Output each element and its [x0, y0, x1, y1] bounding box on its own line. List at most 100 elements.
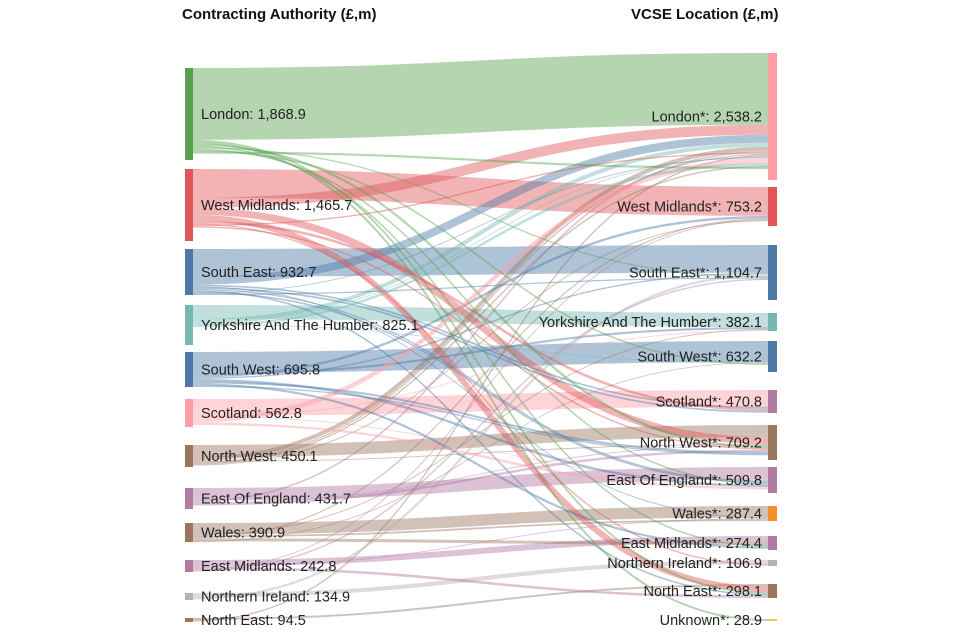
right-node-bar[interactable]: [768, 506, 777, 521]
flow-link: [192, 148, 769, 485]
flow-link: [192, 207, 769, 445]
flow-link: [192, 152, 769, 227]
left-node-bar[interactable]: [185, 305, 193, 345]
flow-link: [192, 220, 769, 466]
flow-link: [192, 159, 769, 420]
left-node-label: South West: 695.8: [201, 363, 320, 379]
left-node-bar[interactable]: [185, 249, 193, 295]
left-node-label: Scotland: 562.8: [201, 406, 302, 422]
right-node-bar[interactable]: [768, 467, 777, 493]
left-node-bar[interactable]: [185, 399, 193, 427]
right-node-bar[interactable]: [768, 584, 777, 598]
left-node-label: Northern Ireland: 134.9: [201, 590, 350, 606]
flow-link: [192, 139, 769, 594]
flow-link: [192, 519, 769, 538]
flow-link: [192, 425, 769, 458]
right-node-bar[interactable]: [768, 390, 777, 413]
flow-link: [192, 330, 769, 418]
flow-link: [192, 449, 769, 506]
right-node-label: Scotland*: 470.8: [656, 395, 762, 411]
flow-link: [192, 445, 769, 504]
flow-link: [192, 326, 769, 376]
right-node-label: East Of England*: 509.8: [606, 473, 762, 489]
flow-link: [192, 390, 769, 416]
flow-link: [192, 415, 769, 481]
flow-link: [192, 169, 769, 216]
right-node-label: Unknown*: 28.9: [660, 613, 762, 629]
flow-link: [192, 226, 769, 450]
flow-link: [192, 165, 769, 465]
flow-link: [192, 163, 769, 328]
flow-link: [192, 160, 769, 423]
flow-link: [192, 245, 769, 277]
left-node-bar[interactable]: [185, 593, 193, 600]
left-node-bar[interactable]: [185, 169, 193, 241]
flow-link: [192, 142, 769, 323]
right-node-bar[interactable]: [768, 619, 777, 621]
flow-link: [192, 383, 769, 549]
flow-link: [192, 147, 769, 278]
flow-link: [192, 141, 769, 621]
left-node-bar[interactable]: [185, 618, 193, 622]
flow-link: [192, 536, 769, 566]
right-node-label: South West*: 632.2: [637, 350, 762, 366]
flow-link: [192, 288, 769, 482]
right-node-bar[interactable]: [768, 313, 777, 331]
right-node-bar[interactable]: [768, 560, 777, 566]
flow-link: [192, 323, 769, 364]
right-node-label: West Midlands*: 753.2: [617, 200, 762, 216]
flow-link: [192, 151, 769, 170]
left-node-label: North West: 450.1: [201, 449, 318, 465]
right-node-label: North East*: 298.1: [644, 584, 763, 600]
flow-link: [192, 518, 769, 567]
flow-link: [192, 467, 769, 501]
flow-link: [192, 379, 769, 487]
right-axis-header: VCSE Location (£,m): [631, 6, 779, 23]
right-node-bar[interactable]: [768, 245, 777, 300]
right-node-bar[interactable]: [768, 425, 777, 460]
left-node-bar[interactable]: [185, 445, 193, 467]
links: [192, 53, 769, 622]
flow-link: [192, 560, 769, 598]
flow-link: [192, 215, 769, 378]
flow-link: [192, 305, 769, 327]
right-node-label: Wales*: 287.4: [672, 507, 762, 523]
flow-link: [192, 272, 769, 380]
flow-link: [192, 156, 769, 324]
flow-link: [192, 155, 769, 622]
flow-link: [192, 286, 769, 519]
flow-link: [192, 158, 769, 419]
flow-link: [192, 146, 769, 462]
flow-link: [192, 329, 769, 536]
right-node-label: London*: 2,538.2: [652, 110, 762, 126]
right-node-bar[interactable]: [768, 341, 777, 372]
flow-link: [192, 422, 769, 490]
left-node-bar[interactable]: [185, 523, 193, 542]
flow-link: [192, 220, 769, 411]
flow-link: [192, 444, 769, 463]
left-node-bar[interactable]: [185, 68, 193, 160]
flow-link: [192, 214, 769, 592]
flow-link: [192, 218, 769, 539]
right-node-label: East Midlands*: 274.4: [621, 536, 762, 552]
flow-link: [192, 153, 769, 464]
flow-link: [192, 157, 769, 294]
right-node-bar[interactable]: [768, 536, 777, 550]
left-node-bar[interactable]: [185, 560, 193, 572]
flow-link: [192, 149, 769, 365]
flow-link: [192, 290, 769, 596]
left-axis-header: Contracting Authority (£,m): [182, 6, 377, 23]
right-node-bar[interactable]: [768, 53, 777, 180]
left-node-bar[interactable]: [185, 488, 193, 509]
flow-link: [192, 124, 769, 208]
flow-link: [192, 284, 769, 409]
right-node-bar[interactable]: [768, 187, 777, 226]
flow-link: [192, 361, 769, 543]
flow-link: [192, 223, 769, 566]
left-node-label: West Midlands: 1,465.7: [201, 198, 352, 214]
flow-link: [192, 145, 769, 547]
left-node-bar[interactable]: [185, 352, 193, 387]
flow-link: [192, 584, 769, 620]
left-node-label: Wales: 390.9: [201, 526, 285, 542]
flow-link: [192, 341, 769, 373]
